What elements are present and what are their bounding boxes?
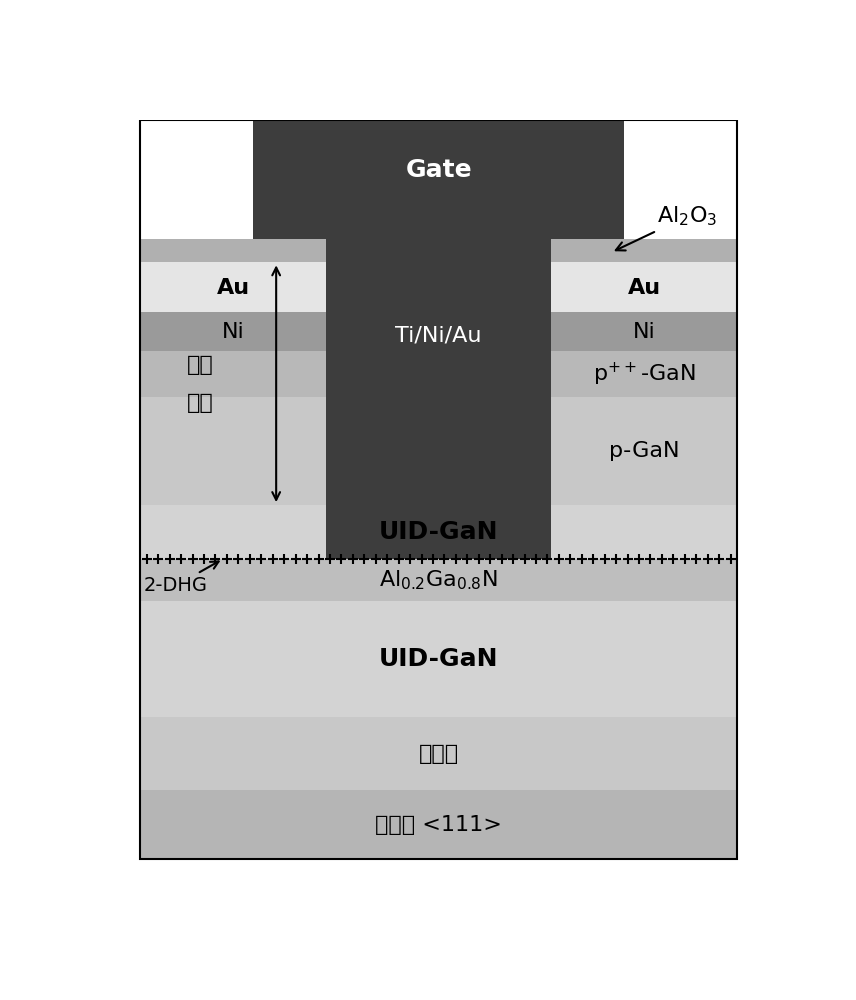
Text: 2-DHG: 2-DHG [144, 561, 218, 595]
Bar [140, 397, 326, 505]
Text: Au: Au [217, 278, 250, 298]
Text: 硅衬底 <111>: 硅衬底 <111> [375, 815, 502, 835]
Text: UID-GaN: UID-GaN [379, 647, 498, 671]
Text: UID-GaN: UID-GaN [379, 520, 498, 544]
Text: Au: Au [627, 278, 661, 298]
Bar [551, 262, 737, 312]
Bar [140, 717, 737, 790]
Text: p-GaN: p-GaN [609, 441, 680, 461]
Bar [326, 239, 551, 443]
Bar [551, 351, 737, 397]
Text: Ti/Ni/Au: Ti/Ni/Au [395, 326, 482, 346]
Bar [140, 262, 326, 312]
Bar [551, 397, 737, 505]
Bar [140, 239, 737, 262]
Text: Ni: Ni [633, 322, 656, 342]
Text: Gate: Gate [406, 158, 472, 182]
Bar [326, 443, 551, 559]
Bar [551, 312, 737, 351]
Text: 缓冲层: 缓冲层 [419, 744, 459, 764]
Bar [140, 351, 326, 397]
Text: p$^{++}$-GaN: p$^{++}$-GaN [593, 360, 696, 388]
Text: 深度: 深度 [187, 393, 213, 413]
Text: 凹陷: 凹陷 [187, 355, 213, 375]
Bar [140, 312, 326, 351]
Text: Al$_2$O$_3$: Al$_2$O$_3$ [615, 204, 717, 250]
Bar [140, 601, 737, 717]
Bar [253, 120, 624, 239]
Bar [140, 505, 737, 559]
Text: Ni: Ni [222, 322, 245, 342]
Bar [140, 790, 737, 859]
Bar [140, 559, 737, 601]
Text: Al$_{0.2}$Ga$_{0.8}$N: Al$_{0.2}$Ga$_{0.8}$N [379, 569, 498, 592]
